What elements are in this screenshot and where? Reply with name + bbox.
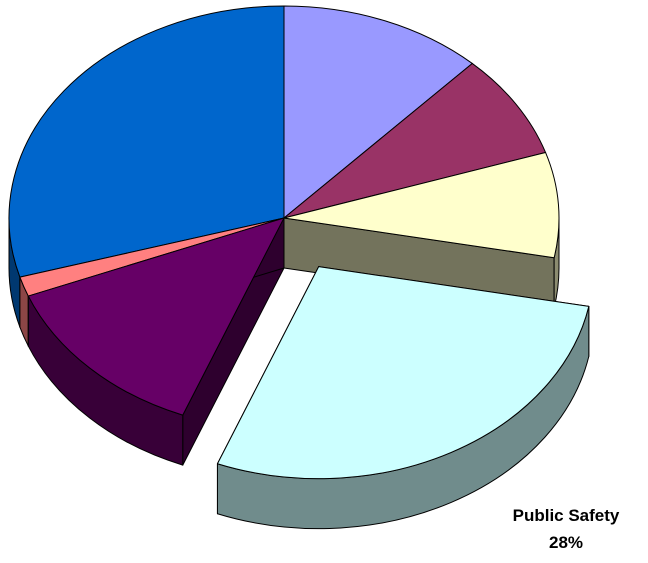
slice-5-top (27, 217, 285, 416)
slice-tops (8, 5, 590, 480)
public-safety-top (216, 266, 590, 480)
slice-3-top (283, 151, 560, 259)
slice-labels: Public Safety 28% (513, 506, 620, 552)
slice-2-top (283, 62, 547, 219)
public-safety-label: Public Safety (513, 506, 620, 525)
public-safety-percent: 28% (549, 533, 583, 552)
slice-1-top (283, 5, 473, 219)
slice-7-top (8, 5, 285, 278)
